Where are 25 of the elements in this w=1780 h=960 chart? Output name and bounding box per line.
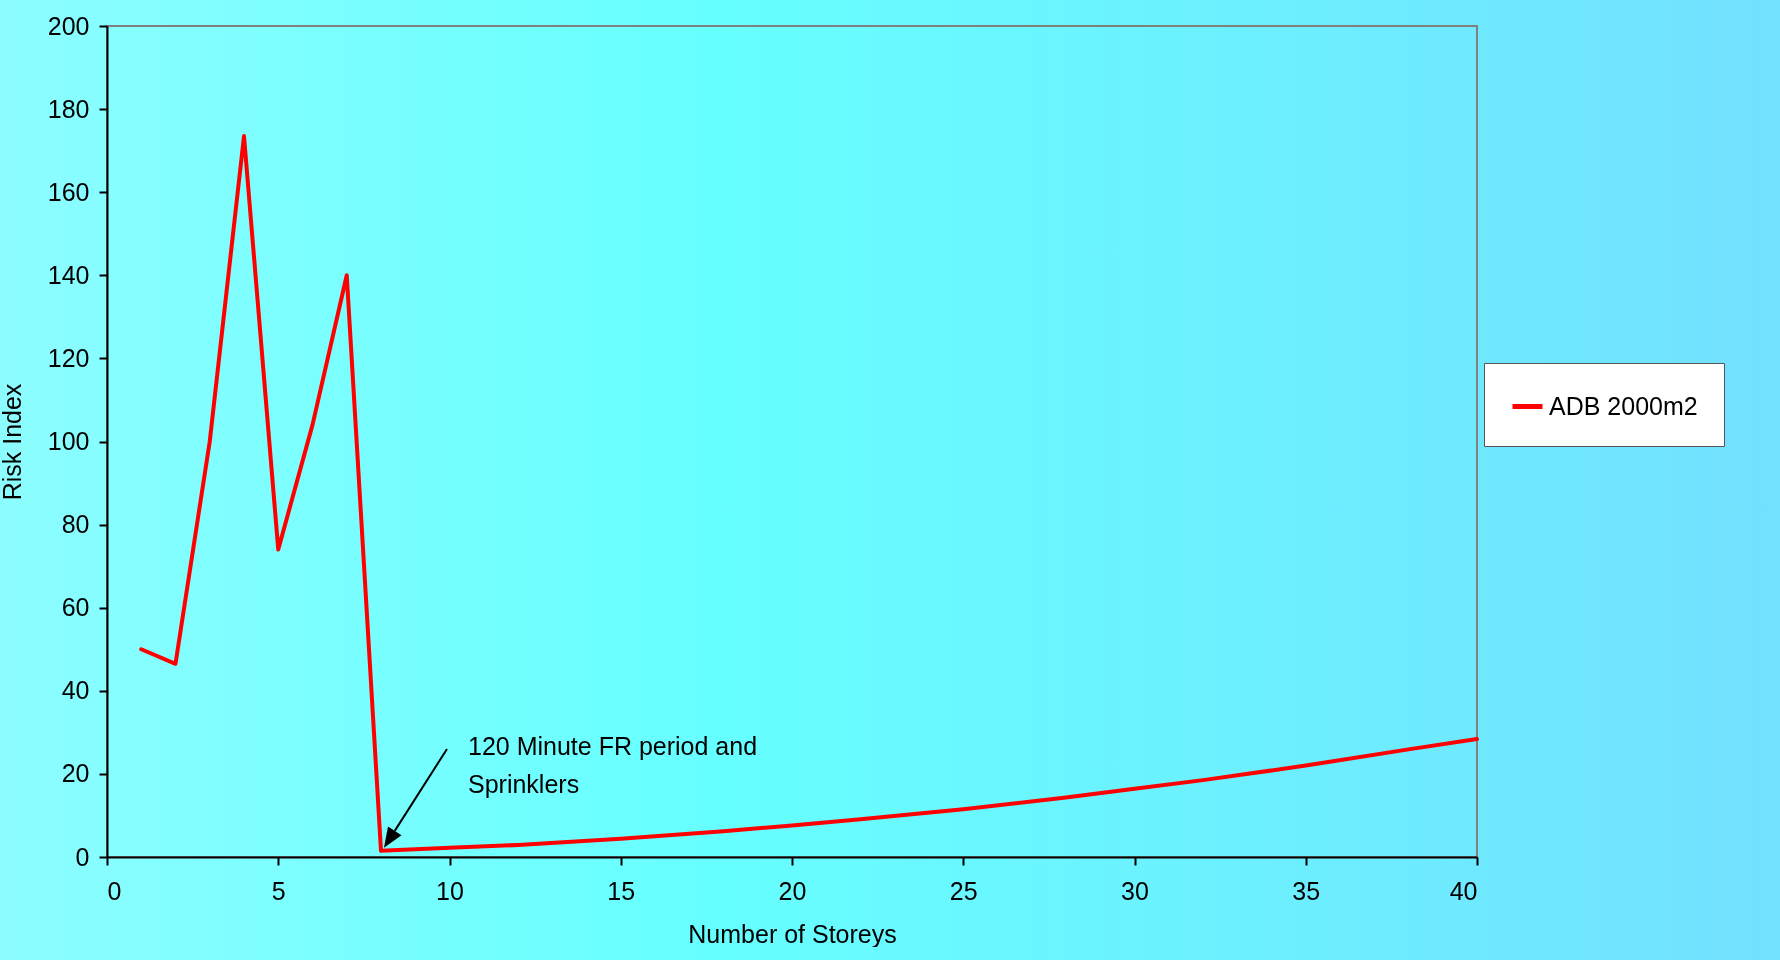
y-axis-title: Risk Index — [0, 383, 26, 501]
y-tick-label: 120 — [47, 343, 90, 372]
x-tick-label: 15 — [607, 876, 636, 905]
x-tick-label: 25 — [949, 876, 978, 905]
x-tick-label: 40 — [1449, 876, 1478, 905]
y-tick-label: 160 — [47, 177, 90, 206]
y-tick-label: 200 — [47, 11, 90, 40]
x-tick-label: 5 — [271, 876, 286, 905]
y-tick-label: 40 — [61, 676, 90, 705]
x-tick-label: 20 — [778, 876, 807, 905]
x-tick-label: 35 — [1292, 876, 1321, 905]
y-tick-label: 80 — [61, 510, 90, 539]
y-tick-label: 140 — [47, 260, 90, 289]
x-tick-label: 10 — [436, 876, 464, 905]
annotation: 120 Minute FR period and Sprinklers — [468, 732, 758, 798]
legend-label: ADB 2000m2 — [1549, 391, 1698, 420]
y-tick-label: 180 — [47, 94, 90, 123]
x-tick-label: 0 — [107, 876, 122, 905]
x-axis-title: Number of Storeys — [688, 919, 897, 948]
y-tick-label: 60 — [61, 593, 90, 622]
y-tick-label: 20 — [61, 759, 90, 788]
x-tick-label: 30 — [1121, 876, 1149, 905]
y-tick-label: 0 — [75, 842, 90, 871]
line-series — [139, 134, 1479, 853]
y-tick-label: 100 — [47, 427, 90, 455]
